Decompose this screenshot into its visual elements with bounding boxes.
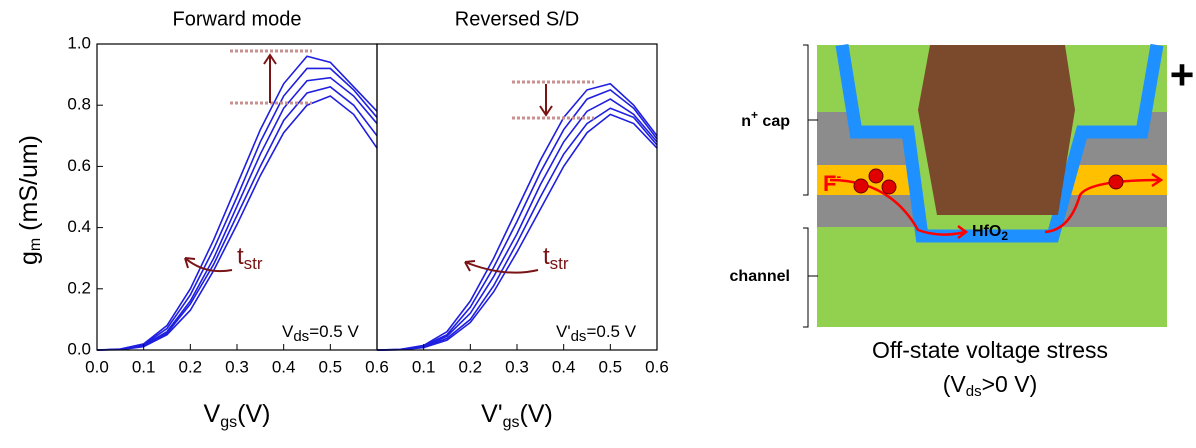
bracket [803,44,818,196]
annotation-arrows [184,49,594,274]
arrow-head [957,225,969,239]
ion [868,168,884,184]
y-label-part: g [15,251,43,265]
bracket [803,227,818,328]
arrow [464,261,539,274]
annotation: tstr [237,243,263,273]
label-part: cap [758,113,790,130]
x-label-sub: gs [503,414,520,431]
ion [881,179,897,195]
label-sub: ds [966,383,982,400]
x-tick-label: 0.3 [505,357,529,376]
ion-label: F- [823,168,841,196]
x-tick-label: 0.6 [645,357,669,376]
y-tick-label: 0.6 [67,156,91,175]
annotation: tstr [543,243,569,273]
arrow-head [539,105,553,117]
x-label-part: V [204,400,221,428]
x-tick-label: 0.1 [412,357,436,376]
y-tick-label: 0.2 [67,278,91,297]
label-part: F [823,171,836,196]
device-diagram [803,43,1167,328]
x-tick-label: 0.5 [319,357,343,376]
gate [918,45,1075,215]
x-tick-label: 0.6 [365,357,389,376]
condition-label: Vds=0.5 V [282,322,359,344]
y-tick-label: 1.0 [67,33,91,52]
arrow-head [263,53,277,65]
condition-sub: ds [571,328,587,345]
x-label-part: (V) [520,400,553,428]
label-part: n [741,113,751,130]
y-label-part: (mS/um) [15,135,43,238]
y-tick-label: 0.4 [67,217,91,236]
x-axis-label: V'gs(V) [481,400,553,432]
annotation-sub: str [244,254,263,273]
series-line [96,85,378,351]
plus-sign: + [1170,51,1195,98]
condition-part: V [282,322,294,341]
label-part: (V [943,371,967,397]
x-label-part: V' [481,400,502,428]
series-line [96,95,378,351]
label-part: >0 V) [982,371,1038,397]
arrow-head [184,257,196,269]
series-line [96,67,378,351]
x-tick-label: 0.2 [459,357,483,376]
ion [853,178,869,194]
series-line [376,107,658,351]
y-label-sub: m [27,238,44,251]
x-tick-label: 0.4 [552,357,576,376]
arrow [184,257,233,273]
chart-title: Forward mode [173,8,302,30]
x-label-part: (V) [237,400,270,428]
y-tick-label: 0.8 [67,95,91,114]
y-tick-label: 0.0 [67,339,91,358]
cap-label: n+ cap [741,108,790,130]
path-arrow [1044,178,1161,234]
condition-part: =0.5 V [309,322,359,341]
ion [1108,174,1124,190]
hfo2-liner [835,43,1164,243]
annotation-part: t [237,243,244,270]
x-axis-label: Vgs(V) [204,400,271,432]
y-axis-label: gm (mS/um) [15,135,45,265]
x-tick-label: 0.1 [132,357,156,376]
condition-sub: ds [293,328,309,345]
series-line [376,98,658,351]
label-sub: 2 [1001,229,1008,243]
channel-label: channel [730,268,790,285]
plots: 0.0 0.1 0.2 0.3 0.4 0.5 0.6 0.0 0.2 0.4 0.6 0.8 1.0 0… [67,33,668,376]
diagram-condition: (Vds>0 V) [943,371,1037,400]
arrow-head [464,260,476,272]
label-part: HfO [972,223,1001,240]
x-label-sub: gs [220,414,237,431]
diagram-caption: Off-state voltage stress [872,337,1108,363]
x-tick-label: 0.0 [85,357,109,376]
chart-title: Reversed S/D [455,8,580,30]
x-tick-label: 0.2 [179,357,203,376]
series-line [376,88,658,351]
label-sup: - [836,168,841,184]
x-tick-label: 0.5 [599,357,623,376]
condition-label: V'ds=0.5 V [556,322,637,344]
plot-frame [376,43,658,351]
annotation-part: t [543,243,550,270]
oxide-label: HfO2 [972,223,1008,243]
annotation-sub: str [550,254,569,273]
x-tick-label: 0.4 [272,357,296,376]
condition-part: =0.5 V [586,322,636,341]
label-sup: + [751,108,758,122]
series-line [376,82,658,351]
x-tick-label: 0.3 [225,357,249,376]
condition-part: V' [556,322,571,341]
arrow-head [1151,172,1164,188]
